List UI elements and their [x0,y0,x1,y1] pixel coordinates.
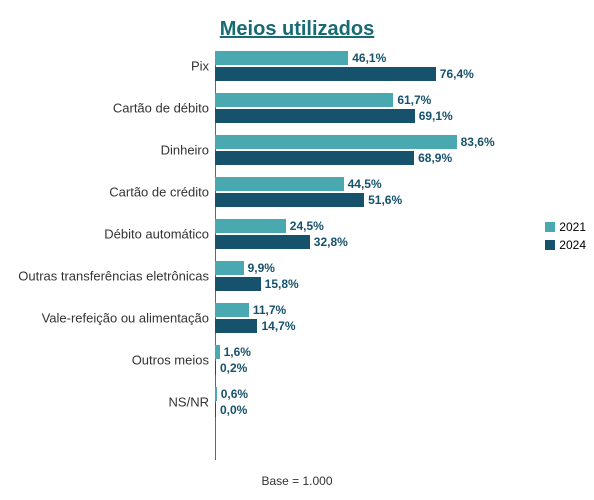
bar-2024 [215,277,261,291]
bar-2021 [215,51,348,65]
value-label-2021: 24,5% [290,219,324,233]
value-label-2024: 14,7% [261,319,295,333]
bar-2024 [215,193,364,207]
chart-row: Outros meios1,6%0,2% [215,345,504,375]
bar-2021 [215,345,220,359]
chart-row: Dinheiro83,6%68,9% [215,135,504,165]
value-label-2021: 61,7% [397,93,431,107]
value-label-2024: 15,8% [265,277,299,291]
legend-label-2021: 2021 [559,220,586,234]
bar-2024 [215,235,310,249]
value-label-2021: 44,5% [348,177,382,191]
bar-2021 [215,219,286,233]
value-label-2024: 51,6% [368,193,402,207]
chart-row: Vale-refeição ou alimentação11,7%14,7% [215,303,504,333]
value-label-2021: 1,6% [224,345,251,359]
bar-2024 [215,151,414,165]
value-label-2021: 11,7% [253,303,286,317]
value-label-2021: 46,1% [352,51,386,65]
category-label: Cartão de crédito [109,185,209,200]
legend: 2021 2024 [545,220,586,256]
bar-2024 [215,319,257,333]
category-label: Outras transferências eletrônicas [18,269,209,284]
bar-2021 [215,261,244,275]
category-label: Dinheiro [161,143,209,158]
category-label: Débito automático [104,227,209,242]
chart-row: Cartão de crédito44,5%51,6% [215,177,504,207]
value-label-2024: 0,0% [220,403,247,417]
value-label-2021: 0,6% [221,387,248,401]
base-note: Base = 1.000 [261,474,332,488]
bar-2021 [215,93,393,107]
bar-2021 [215,303,249,317]
bar-2024 [215,361,216,375]
value-label-2024: 76,4% [440,67,474,81]
bar-2021 [215,135,457,149]
category-label: NS/NR [169,395,209,410]
chart-row: NS/NR0,6%0,0% [215,387,504,417]
category-label: Cartão de débito [113,101,209,116]
value-label-2024: 68,9% [418,151,452,165]
category-label: Pix [191,59,209,74]
chart-title: Meios utilizados [0,0,594,51]
legend-item-2021: 2021 [545,220,586,234]
bar-2021 [215,177,344,191]
chart-row: Cartão de débito61,7%69,1% [215,93,504,123]
chart-row: Pix46,1%76,4% [215,51,504,81]
bar-2024 [215,403,216,417]
chart-plot-area: Pix 46,1% 76,4% Cartão de débito 61,7% 69,1% D… [0,51,594,417]
bar-2024 [215,67,436,81]
chart-row: Outras transferências eletrônicas9,9%15,… [215,261,504,291]
bar-2021 [215,387,217,401]
value-label-2024: 32,8% [314,235,348,249]
chart-row: Débito automático24,5%32,8% [215,219,504,249]
legend-swatch-2024 [545,240,555,250]
legend-item-2024: 2024 [545,238,586,252]
category-label: Outros meios [132,353,209,368]
value-label-2024: 69,1% [419,109,453,123]
value-label-2024: 0,2% [220,361,247,375]
category-label: Vale-refeição ou alimentação [42,311,209,326]
value-label-2021: 83,6% [461,135,495,149]
legend-swatch-2021 [545,222,555,232]
value-label-2021: 9,9% [248,261,275,275]
legend-label-2024: 2024 [559,238,586,252]
bar-2024 [215,109,415,123]
